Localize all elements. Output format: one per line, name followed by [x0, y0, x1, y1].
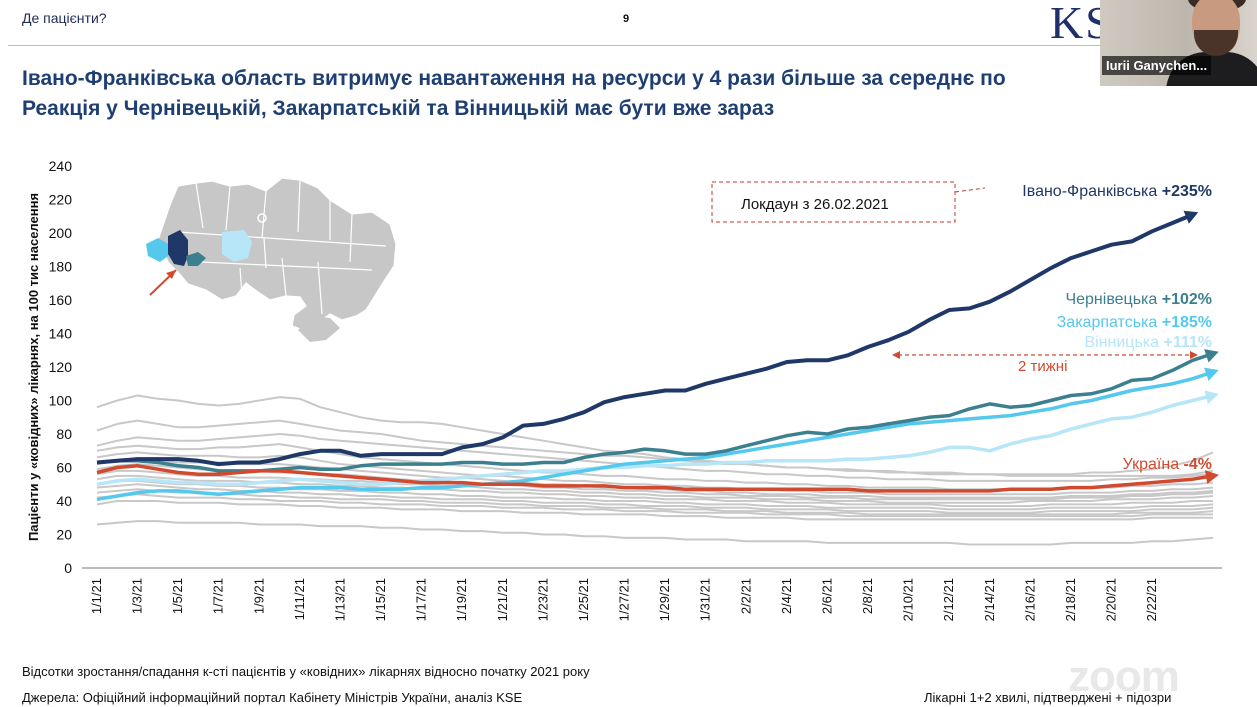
- video-thumbnail[interactable]: Iurii Ganychen...: [1100, 0, 1257, 86]
- two-weeks-arrowhead-right: [1190, 351, 1198, 359]
- x-tick-label-6: 1/13/21: [332, 578, 347, 621]
- footer-right-note: Лікарні 1+2 хвилі, підтверджені + підозр…: [924, 690, 1172, 705]
- series-label-2: Закарпатська +185%: [1057, 314, 1212, 331]
- two-weeks-annotation: 2 тижні: [892, 351, 1198, 375]
- x-tick-label-16: 2/2/21: [738, 578, 753, 614]
- series-arrowhead-3: [1204, 390, 1219, 404]
- x-tick-label-0: 1/1/21: [89, 578, 104, 614]
- slide-title: Івано-Франківська область витримує наван…: [22, 64, 1102, 124]
- lockdown-connector: [954, 187, 986, 193]
- page-number: 9: [623, 13, 630, 25]
- y-tick-label-8: 160: [49, 292, 73, 308]
- two-weeks-text: 2 тижні: [1018, 358, 1067, 375]
- lockdown-annotation: Локдаун з 26.02.2021: [711, 181, 986, 223]
- series-line-1: [96, 351, 1214, 473]
- series-label-3: Вінницька +111%: [1084, 334, 1212, 351]
- x-tick-label-4: 1/9/21: [251, 578, 266, 614]
- series-line-4: [96, 464, 1214, 493]
- y-tick-label-12: 240: [49, 158, 73, 174]
- x-tick-label-14: 1/29/21: [657, 578, 672, 621]
- lockdown-text: Локдаун з 26.02.2021: [741, 196, 889, 213]
- x-tick-label-24: 2/18/21: [1063, 578, 1078, 621]
- footer-source: Джерела: Офіційний інформаційний портал …: [22, 690, 523, 705]
- x-tick-label-18: 2/6/21: [819, 578, 834, 614]
- x-tick-label-15: 1/31/21: [698, 578, 713, 621]
- x-tick-label-21: 2/12/21: [941, 578, 956, 621]
- map-region-vinnytska: [222, 230, 252, 262]
- background-series-line-13: [96, 500, 1213, 521]
- background-series-line-0: [96, 394, 1214, 477]
- series-arrowhead-2: [1204, 367, 1219, 381]
- x-tick-label-23: 2/16/21: [1022, 578, 1037, 621]
- background-series-line-14: [96, 520, 1214, 546]
- x-tick-label-3: 1/7/21: [211, 578, 226, 614]
- title-line-2: Реакція у Чернівецькій, Закарпатській та…: [22, 97, 775, 120]
- background-series-line-1: [96, 419, 1214, 476]
- x-tick-label-26: 2/22/21: [1144, 578, 1159, 621]
- participant-name: Iurii Ganychen...: [1102, 56, 1212, 75]
- lockdown-box: [711, 181, 956, 223]
- series-arrowhead-0: [1183, 210, 1199, 224]
- x-tick-label-5: 1/11/21: [292, 578, 307, 620]
- map-region-ivano-frankivska: [168, 230, 188, 266]
- series-label-4: Україна -4%: [1123, 456, 1212, 473]
- y-tick-label-0: 0: [64, 560, 72, 576]
- x-tick-label-20: 2/10/21: [901, 578, 916, 621]
- series-labels-group: Івано-Франківська +235% Чернівецька +102%…: [1022, 183, 1212, 473]
- x-tick-label-8: 1/17/21: [414, 578, 429, 621]
- series-line-3: [96, 393, 1214, 487]
- section-title: Де пацієнти?: [22, 10, 107, 26]
- axes-group: 0 20 40 60 80 100 120 140 160 180 200 220 240 Пацієнт…: [26, 158, 1222, 621]
- x-tick-label-9: 1/19/21: [454, 578, 469, 621]
- y-tick-label-5: 100: [49, 393, 73, 409]
- map-kyiv-marker: [257, 213, 267, 223]
- background-series-line-8: [96, 474, 1213, 507]
- x-tick-label-13: 1/27/21: [617, 578, 632, 621]
- background-series-line-11: [96, 488, 1214, 516]
- y-tick-label-4: 80: [56, 426, 72, 442]
- map-region-chernivetska: [186, 252, 206, 266]
- background-series-line-12: [96, 493, 1213, 518]
- x-tick-label-17: 2/4/21: [779, 578, 794, 614]
- title-line-1: Івано-Франківська область витримує наван…: [22, 67, 1006, 90]
- series-line-2: [96, 370, 1214, 502]
- x-tick-label-10: 1/21/21: [495, 578, 510, 621]
- highlighted-series-group: [96, 210, 1219, 502]
- footer-note: Відсотки зростання/спадання к-сті пацієн…: [22, 664, 590, 679]
- two-weeks-arrowhead-left: [892, 351, 900, 359]
- y-tick-label-11: 220: [49, 192, 73, 208]
- map-pointer-arrowhead: [166, 270, 176, 279]
- series-label-0: Івано-Франківська +235%: [1022, 183, 1212, 200]
- series-arrowhead-4: [1204, 470, 1219, 484]
- x-tick-label-1: 1/3/21: [130, 578, 145, 614]
- x-tick-label-25: 2/20/21: [1104, 578, 1119, 621]
- map-region-zakarpatska: [146, 238, 170, 262]
- y-tick-label-7: 140: [49, 326, 73, 342]
- y-tick-label-9: 180: [49, 259, 73, 275]
- y-tick-label-1: 20: [56, 527, 72, 543]
- background-series-line-4: [96, 451, 1214, 496]
- header-divider: [8, 45, 1103, 46]
- zoom-watermark: zoom: [1068, 652, 1180, 701]
- series-label-1: Чернівецька +102%: [1065, 291, 1212, 308]
- y-axis-label: Пацієнти у «ковідних» лікарнях, на 100 т…: [26, 193, 41, 541]
- background-series-line-7: [96, 469, 1214, 504]
- series-line-0: [96, 212, 1194, 467]
- y-tick-label-3: 60: [56, 460, 72, 476]
- y-tick-label-6: 120: [49, 359, 73, 375]
- x-tick-label-7: 1/15/21: [373, 578, 388, 621]
- x-tick-label-2: 1/5/21: [170, 578, 185, 614]
- y-tick-label-2: 40: [56, 493, 72, 509]
- x-tick-label-12: 1/25/21: [576, 578, 591, 621]
- background-series-line-10: [96, 483, 1214, 514]
- y-tick-label-10: 200: [49, 225, 73, 241]
- x-tick-label-19: 2/8/21: [860, 578, 875, 614]
- x-tick-label-11: 1/23/21: [535, 578, 550, 621]
- map-crimea: [298, 316, 340, 342]
- series-arrowhead-1: [1204, 349, 1219, 363]
- x-tick-label-22: 2/14/21: [982, 578, 997, 621]
- ukraine-map: [146, 177, 397, 342]
